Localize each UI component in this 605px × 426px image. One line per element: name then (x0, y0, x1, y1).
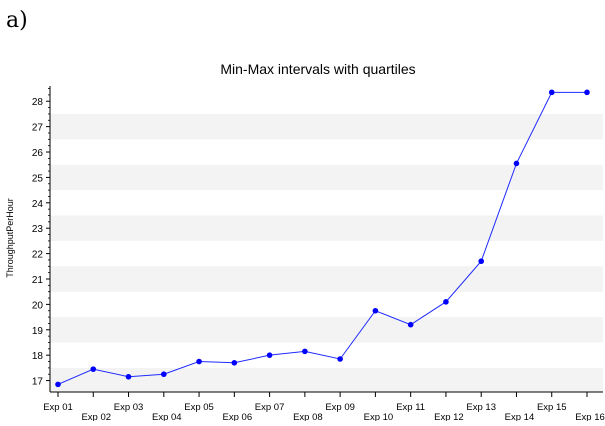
y-tick-label: 22 (32, 250, 44, 261)
y-tick-label: 17 (32, 377, 44, 388)
x-tick-label: Exp 08 (293, 412, 323, 421)
x-tick-label: Exp 04 (152, 412, 182, 421)
data-point (90, 366, 97, 372)
chart-title: Min-Max intervals with quartiles (220, 61, 415, 77)
data-point (125, 373, 132, 380)
grid-band (50, 367, 603, 392)
y-tick-label: 19 (32, 326, 44, 337)
x-tick-label: Exp 12 (434, 412, 464, 421)
x-tick-label: Exp 16 (575, 412, 605, 421)
axes (49, 86, 603, 393)
y-tick-label: 21 (32, 275, 44, 286)
data-point (161, 371, 167, 378)
y-tick-label: 27 (32, 123, 44, 134)
data-point (407, 321, 414, 328)
data-point (372, 307, 379, 314)
data-point (478, 258, 485, 265)
grid-band (50, 113, 603, 140)
x-tick-label: Exp 11 (396, 402, 425, 413)
data-point (266, 352, 273, 358)
x-tick-label: Exp 06 (223, 412, 253, 421)
data-point (513, 160, 520, 167)
x-tick-label: Exp 14 (505, 412, 535, 421)
y-tick-label: 20 (32, 300, 44, 311)
y-axis-label: ThroughputPerHour (5, 198, 15, 278)
data-point (231, 359, 238, 366)
data-point (584, 89, 590, 96)
series-line (57, 91, 587, 385)
x-tick-label: Exp 13 (466, 402, 496, 413)
data-point (196, 358, 202, 365)
x-tick-label: Exp 15 (537, 402, 567, 413)
x-tick-label: Exp 10 (364, 412, 394, 421)
y-tick-label: 23 (32, 224, 44, 235)
grid-band (50, 215, 603, 241)
panel-label: a) (6, 8, 28, 33)
y-tick-label: 28 (32, 97, 44, 108)
y-tick-label: 25 (32, 173, 44, 184)
x-tick-label: Exp 09 (325, 402, 355, 413)
x-tick-label: Exp 07 (255, 402, 285, 413)
data-points (55, 89, 590, 388)
y-tick-label: 26 (32, 148, 44, 159)
grid-bands (50, 113, 603, 392)
series-polyline (57, 91, 587, 385)
grid-band (50, 266, 603, 292)
data-point (443, 299, 449, 305)
y-ticks: 17 18 19 20 21 22 23 24 25 26 27 28 (32, 88, 50, 388)
y-tick-label: 18 (32, 351, 44, 362)
grid-band (50, 164, 603, 191)
data-point (548, 89, 555, 96)
data-point (302, 348, 308, 355)
data-point (337, 356, 343, 362)
grid-band (50, 317, 603, 343)
x-tick-label: Exp 02 (81, 412, 111, 421)
y-tick-label: 24 (32, 199, 44, 210)
x-tick-label: Exp 01 (43, 402, 73, 413)
data-point (55, 381, 61, 388)
x-tick-label: Exp 05 (184, 402, 214, 413)
x-tick-label: Exp 03 (114, 402, 144, 413)
